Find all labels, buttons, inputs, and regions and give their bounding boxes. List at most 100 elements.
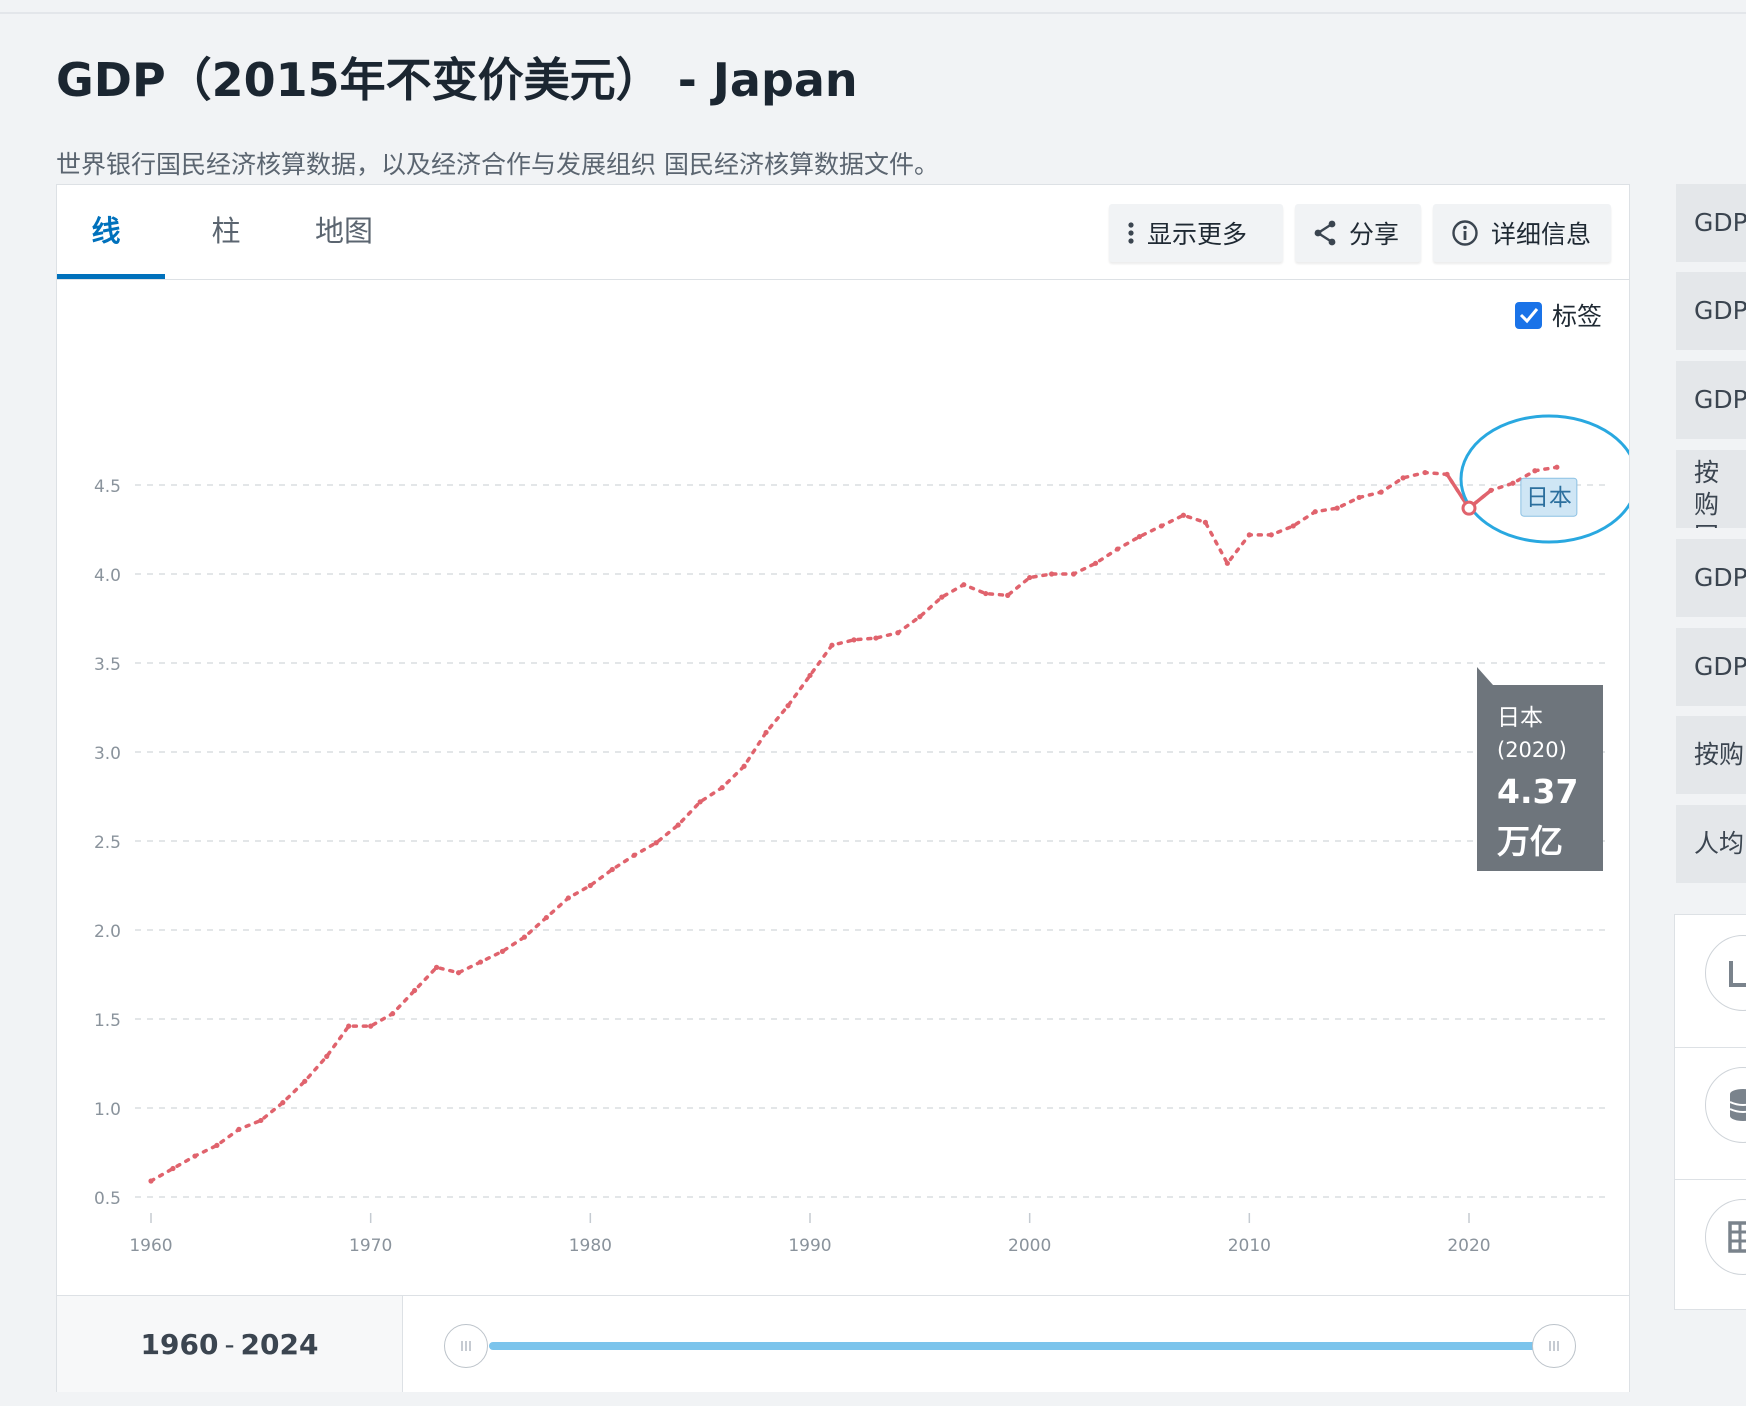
series-point[interactable] <box>653 840 659 846</box>
series-point[interactable] <box>939 594 945 600</box>
series-point[interactable] <box>1400 475 1406 481</box>
series-point[interactable] <box>1488 487 1494 493</box>
labels-toggle[interactable]: 标签 <box>1515 297 1602 333</box>
series-point[interactable] <box>214 1142 220 1148</box>
x-tick-label: 1980 <box>569 1236 612 1256</box>
series-japan <box>148 464 1560 1184</box>
series-point[interactable] <box>609 866 615 873</box>
series-point[interactable] <box>170 1165 176 1172</box>
series-point[interactable] <box>499 948 506 954</box>
series-point[interactable] <box>280 1100 286 1106</box>
range-start-handle[interactable] <box>444 1324 488 1368</box>
tab-map[interactable]: 地图 <box>289 209 399 277</box>
related-indicator-label: 按购 国际 <box>1694 458 1720 528</box>
series-point[interactable] <box>543 914 549 921</box>
tab-line[interactable]: 线 <box>57 209 165 279</box>
series-point[interactable] <box>1312 509 1318 515</box>
show-more-button[interactable]: 显示更多 <box>1109 204 1283 262</box>
series-point[interactable] <box>1510 480 1516 486</box>
series-point[interactable] <box>1356 494 1362 501</box>
series-point[interactable] <box>851 637 857 643</box>
related-indicator-3[interactable]: GDP <box>1676 361 1746 439</box>
related-indicator-4[interactable]: 按购 国际 <box>1676 450 1746 528</box>
y-tick-label: 3.0 <box>94 744 121 764</box>
series-point[interactable] <box>236 1126 242 1132</box>
series-point[interactable] <box>763 729 769 736</box>
series-point[interactable] <box>1158 523 1165 529</box>
series-point[interactable] <box>807 672 813 679</box>
series-point[interactable] <box>477 959 484 965</box>
series-point[interactable] <box>368 1023 374 1029</box>
series-point[interactable] <box>346 1023 352 1029</box>
series-point[interactable] <box>1378 489 1384 495</box>
range-start: 1960 <box>140 1327 219 1361</box>
range-end-handle[interactable] <box>1532 1324 1576 1368</box>
series-point[interactable] <box>258 1117 264 1124</box>
year-range-slider-track[interactable] <box>489 1342 1549 1350</box>
highlighted-data-point[interactable] <box>1461 500 1477 516</box>
series-point[interactable] <box>895 630 901 636</box>
series-point[interactable] <box>1114 546 1121 552</box>
series-point[interactable] <box>1334 505 1340 511</box>
series-point[interactable] <box>521 934 528 940</box>
series-point[interactable] <box>1246 532 1252 538</box>
chart-view-button[interactable] <box>1705 935 1746 1011</box>
x-tick-label: 1990 <box>788 1236 831 1256</box>
series-point[interactable] <box>1202 519 1208 525</box>
series-point[interactable] <box>1554 464 1560 470</box>
table-view-button[interactable] <box>1705 1199 1746 1275</box>
share-button[interactable]: 分享 <box>1295 204 1421 262</box>
series-point[interactable] <box>1422 469 1428 476</box>
series-point[interactable] <box>1290 523 1296 529</box>
series-point[interactable] <box>455 970 462 976</box>
series-point[interactable] <box>1071 571 1077 577</box>
series-point[interactable] <box>1180 512 1187 518</box>
series-point[interactable] <box>324 1053 330 1059</box>
series-point[interactable] <box>917 614 923 620</box>
series-point[interactable] <box>675 822 681 828</box>
series-point[interactable] <box>631 852 637 858</box>
series-point[interactable] <box>1532 468 1538 474</box>
related-indicator-5[interactable]: GDP <box>1676 539 1746 617</box>
series-point[interactable] <box>785 703 791 709</box>
info-icon <box>1452 220 1478 246</box>
related-indicator-6[interactable]: GDP <box>1676 628 1746 706</box>
related-indicator-2[interactable]: GDP <box>1676 272 1746 350</box>
series-point[interactable] <box>829 642 835 648</box>
series-point[interactable] <box>873 635 879 641</box>
related-indicator-7[interactable]: 按购 <box>1676 716 1746 794</box>
series-point[interactable] <box>412 987 418 994</box>
series-point[interactable] <box>1268 532 1274 538</box>
series-point[interactable] <box>1005 592 1011 598</box>
series-point[interactable] <box>983 590 989 597</box>
series-point[interactable] <box>1136 534 1143 540</box>
series-point[interactable] <box>565 895 571 901</box>
tab-bar[interactable]: 柱 <box>177 209 275 277</box>
details-button[interactable]: 详细信息 <box>1433 204 1611 262</box>
series-point[interactable] <box>302 1078 308 1084</box>
related-indicator-1[interactable]: GDP <box>1676 184 1746 262</box>
series-point[interactable] <box>587 882 593 889</box>
chart-card: 线 柱 地图 显示更多 分享 详细信息 <box>56 184 1630 1392</box>
series-end-label: 日本 <box>1526 485 1572 511</box>
series-point[interactable] <box>148 1178 154 1184</box>
series-point[interactable] <box>741 763 747 769</box>
series-point[interactable] <box>961 582 967 588</box>
series-point[interactable] <box>1444 471 1450 477</box>
series-line-japan <box>149 465 1559 1183</box>
series-point[interactable] <box>390 1011 396 1017</box>
series-point[interactable] <box>433 964 440 970</box>
series-point[interactable] <box>1092 560 1099 566</box>
related-indicator-label: 按购 <box>1694 740 1745 769</box>
labels-checkbox[interactable] <box>1515 301 1542 329</box>
related-indicator-label: GDP <box>1694 208 1746 237</box>
tooltip-value: 4.37 <box>1497 772 1578 811</box>
series-point[interactable] <box>192 1153 198 1159</box>
series-point[interactable] <box>1224 560 1230 566</box>
related-indicator-8[interactable]: 人均 <box>1676 805 1746 883</box>
series-point[interactable] <box>1049 571 1055 577</box>
series-point[interactable] <box>719 785 725 791</box>
series-point[interactable] <box>1027 574 1033 581</box>
series-point[interactable] <box>697 799 703 805</box>
database-button[interactable] <box>1705 1067 1746 1143</box>
